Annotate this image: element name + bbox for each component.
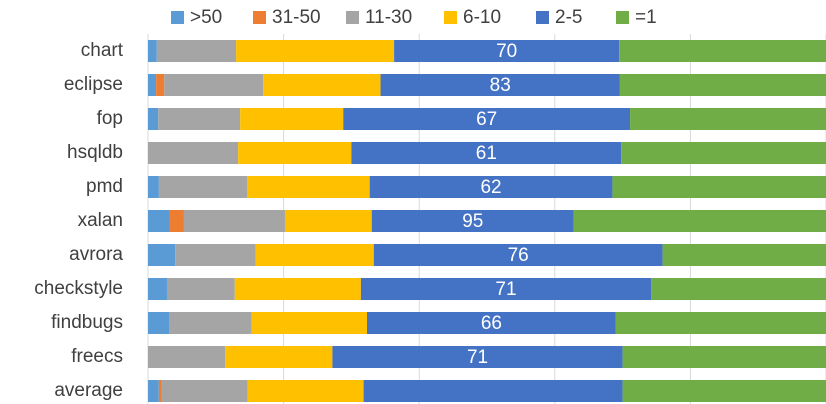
legend-label: 11-30: [365, 7, 412, 28]
bar-segment: [148, 278, 167, 300]
bar-segment: [343, 108, 631, 130]
bar-segment: [366, 312, 616, 334]
y-tick-label: findbugs: [51, 312, 123, 333]
y-tick-label: xalan: [78, 210, 123, 231]
bar-segment: [148, 312, 170, 334]
bar-segment: [371, 210, 574, 232]
legend-label: 2-5: [555, 7, 582, 28]
legend-swatch: [536, 11, 549, 24]
bar-segment: [255, 244, 374, 266]
data-label: 76: [508, 245, 529, 266]
bar-segment: [158, 176, 247, 198]
bar-segment: [612, 176, 826, 198]
bar-segment: [360, 278, 652, 300]
bar-segment: [183, 210, 285, 232]
y-tick-label: average: [54, 380, 123, 401]
bar-segment: [619, 40, 826, 62]
y-tick-label: fop: [97, 108, 123, 129]
bar-segment: [622, 346, 826, 368]
bar-segment: [169, 210, 184, 232]
bar-segment: [161, 380, 248, 402]
bar-segment: [238, 142, 352, 164]
bar-segment: [164, 74, 264, 96]
data-label: 61: [476, 143, 497, 164]
bar-segment: [619, 74, 826, 96]
bar-segment: [148, 142, 239, 164]
y-tick-label: eclipse: [64, 74, 123, 95]
bar-segment: [148, 244, 176, 266]
legend-swatch: [171, 11, 184, 24]
data-label: 66: [481, 313, 502, 334]
bar-segment: [148, 176, 159, 198]
data-label: 71: [495, 279, 516, 300]
y-tick-label: hsqldb: [67, 142, 123, 163]
legend-label: 31-50: [272, 7, 321, 28]
bar-segment: [148, 108, 159, 130]
legend-swatch: [253, 11, 266, 24]
legend-swatch: [444, 11, 457, 24]
bar-segment: [363, 380, 623, 402]
data-label: 95: [462, 211, 483, 232]
bar-segment: [332, 346, 623, 368]
bar-segment: [169, 312, 252, 334]
y-tick-label: pmd: [86, 176, 123, 197]
bar-segment: [234, 278, 361, 300]
bar-segment: [621, 142, 826, 164]
bar-segment: [148, 380, 159, 402]
bar-segment: [369, 176, 613, 198]
data-label: 62: [480, 177, 501, 198]
bar-segment: [158, 380, 162, 402]
bar-segment: [351, 142, 622, 164]
bar-segment: [148, 74, 157, 96]
bar-segment: [156, 74, 165, 96]
bar-segment: [622, 380, 826, 402]
bar-segment: [225, 346, 333, 368]
bar-segment: [156, 40, 237, 62]
bar-segment: [166, 278, 235, 300]
bar-segment: [148, 210, 170, 232]
data-label: 83: [490, 75, 511, 96]
bar-segment: [380, 74, 620, 96]
bar-segment: [236, 40, 395, 62]
bar-segment: [247, 380, 364, 402]
bar-segment: [263, 74, 381, 96]
bar-segment: [246, 176, 370, 198]
legend-swatch: [346, 11, 359, 24]
bar-segment: [240, 108, 344, 130]
data-label: 70: [496, 41, 517, 62]
y-tick-label: avrora: [69, 244, 123, 265]
bar-segment: [373, 244, 663, 266]
data-label: 67: [476, 109, 497, 130]
y-tick-label: freecs: [71, 346, 123, 367]
y-tick-label: chart: [81, 40, 124, 61]
bar-segment: [284, 210, 372, 232]
bar-segment: [394, 40, 620, 62]
y-tick-label: checkstyle: [34, 278, 123, 299]
bar-segment: [251, 312, 367, 334]
legend-label: 6-10: [463, 7, 501, 28]
bar-segment: [651, 278, 826, 300]
bar-segment: [148, 40, 157, 62]
bar-segment: [573, 210, 826, 232]
bar-segment: [662, 244, 826, 266]
legend-label: >50: [190, 7, 222, 28]
bar-segment: [148, 346, 226, 368]
bar-segment: [630, 108, 826, 130]
legend-label: =1: [635, 7, 657, 28]
data-label: 71: [467, 347, 488, 368]
bar-segment: [615, 312, 826, 334]
legend-swatch: [616, 11, 629, 24]
bar-segment: [158, 108, 241, 130]
bar-segment: [175, 244, 256, 266]
